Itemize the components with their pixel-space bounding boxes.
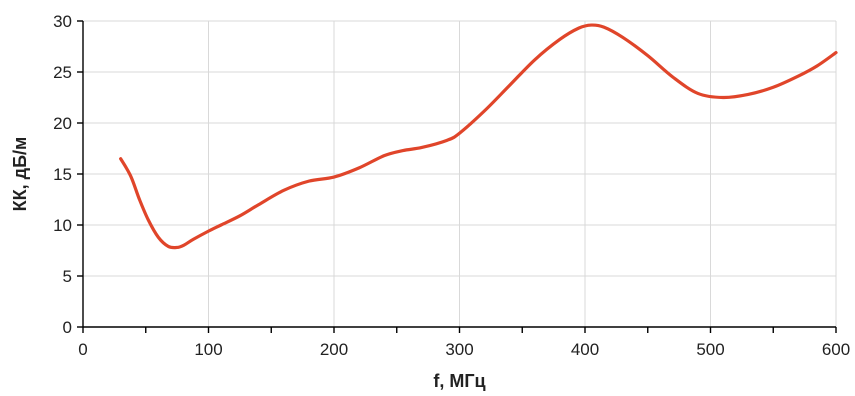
y-tick-label: 30	[53, 12, 72, 31]
x-tick-label: 400	[571, 340, 599, 359]
series-group	[121, 25, 836, 248]
y-tick-label: 15	[53, 165, 72, 184]
y-axis-title: КК, дБ/м	[10, 137, 30, 212]
x-axis-title: f, МГц	[433, 371, 485, 391]
axes	[77, 21, 836, 333]
x-tick-label: 300	[445, 340, 473, 359]
x-tick-label: 500	[696, 340, 724, 359]
x-tick-label: 0	[78, 340, 87, 359]
grid	[83, 21, 836, 327]
y-tick-label: 0	[63, 318, 72, 337]
x-tick-label: 100	[194, 340, 222, 359]
y-tick-label: 5	[63, 267, 72, 286]
x-tick-label: 200	[320, 340, 348, 359]
y-tick-label: 20	[53, 114, 72, 133]
y-tick-label: 10	[53, 216, 72, 235]
y-tick-label: 25	[53, 63, 72, 82]
x-tick-label: 600	[822, 340, 850, 359]
series-line-0	[121, 25, 836, 248]
